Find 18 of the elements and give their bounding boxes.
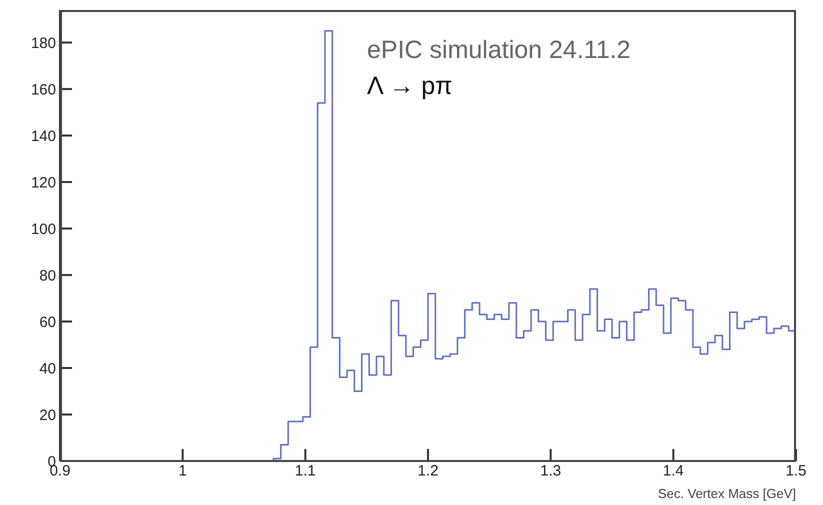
y-tick-label: 20: [39, 406, 56, 424]
x-tick-label: 1.5: [786, 462, 806, 480]
y-tick-label: 180: [30, 34, 56, 52]
y-tick-label: 40: [39, 360, 56, 378]
y-tick-label: 140: [30, 128, 56, 145]
x-axis-title: Sec. Vertex Mass [GeV]: [658, 486, 796, 501]
y-tick-label: 100: [30, 220, 56, 238]
y-tick-label: 80: [39, 267, 56, 284]
annotation: ePIC simulation 24.11.2: [367, 36, 631, 65]
x-tick-label: 1.3: [540, 462, 562, 480]
x-tick-label: 1.2: [418, 462, 438, 480]
x-tick-label: 1.4: [662, 462, 684, 480]
x-tick-label: 1: [178, 462, 187, 480]
y-tick-label: 160: [30, 81, 56, 98]
y-tick-label: 120: [30, 174, 56, 192]
y-tick-label: 60: [39, 314, 56, 331]
x-tick-label: 1.1: [294, 462, 316, 480]
annotation: Λ → pπ: [367, 72, 452, 101]
